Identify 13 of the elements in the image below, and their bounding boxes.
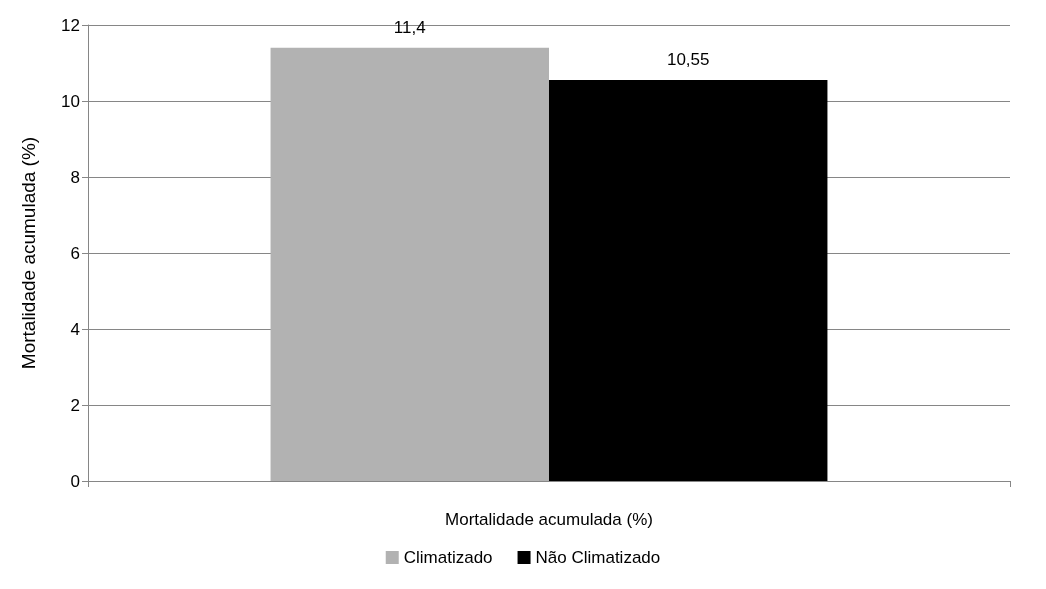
- legend-label: Não Climatizado: [535, 548, 661, 567]
- data-label: 11,4: [393, 17, 426, 37]
- y-tick-label: 0: [70, 471, 80, 491]
- y-tick-label: 6: [70, 243, 80, 263]
- y-tick-label: 4: [70, 319, 80, 339]
- y-tick-label: 12: [61, 15, 80, 35]
- x-axis-title: Mortalidade acumulada (%): [445, 510, 653, 529]
- y-tick-label: 2: [70, 395, 80, 415]
- legend-label: Climatizado: [403, 548, 493, 567]
- data-label: 10,55: [666, 50, 710, 70]
- y-axis-title: Mortalidade acumulada (%): [18, 136, 39, 370]
- y-tick-label: 8: [70, 167, 80, 187]
- y-tick-label: 10: [61, 91, 80, 111]
